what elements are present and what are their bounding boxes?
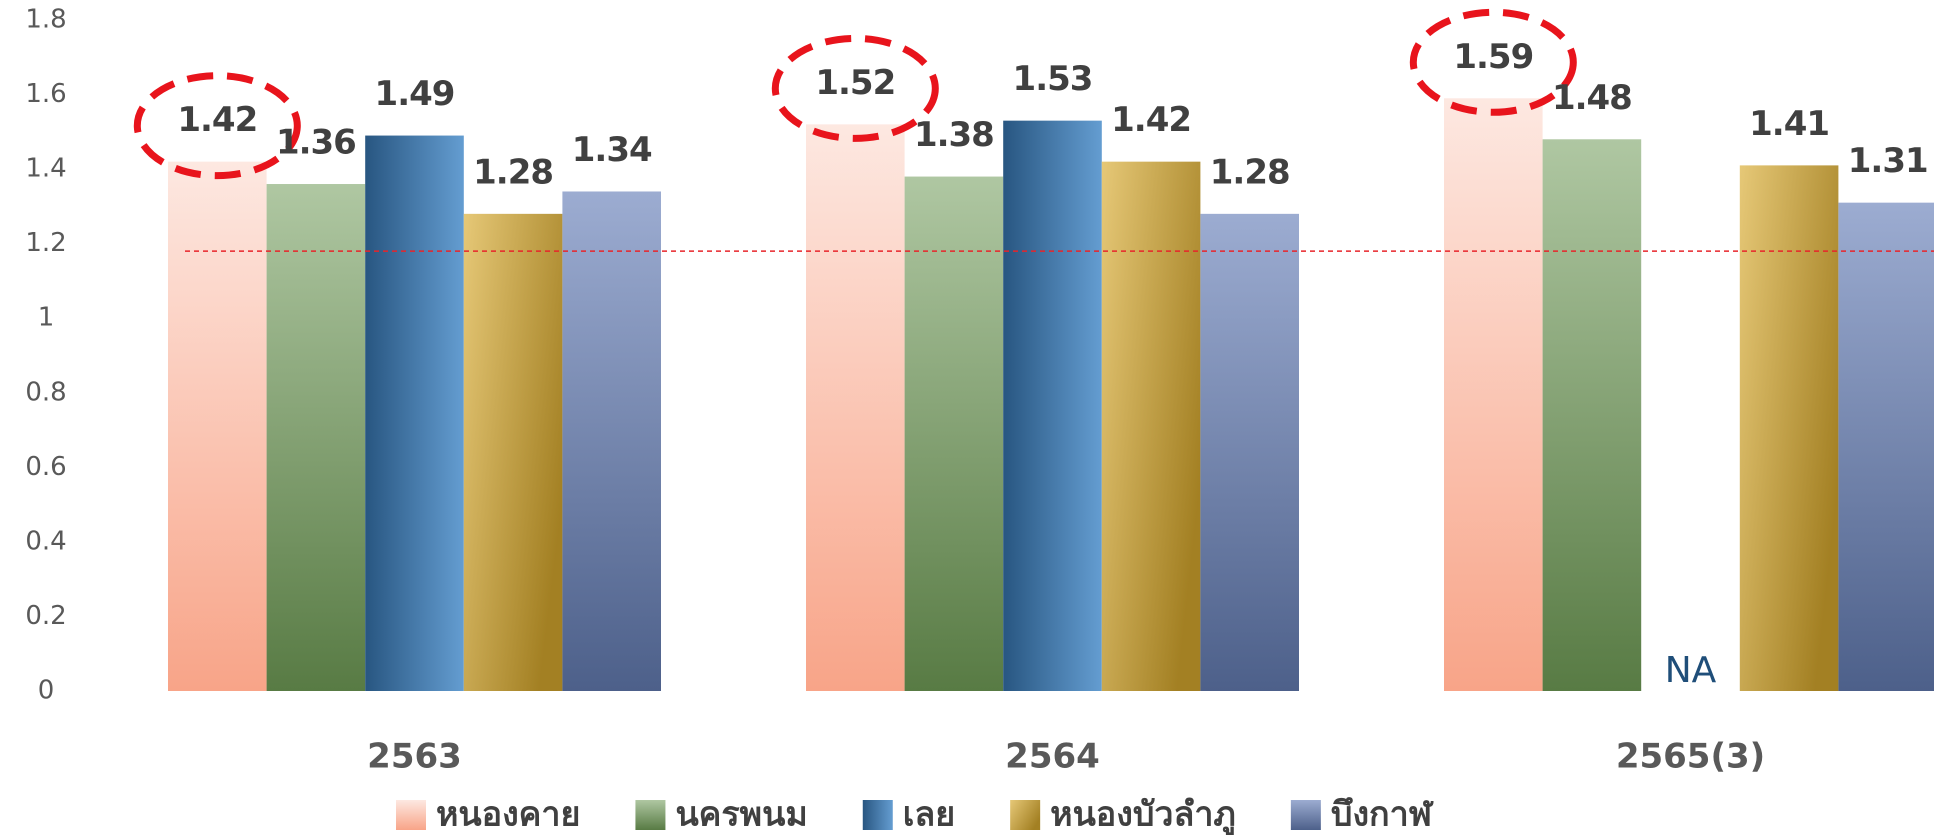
bar: [1101, 161, 1201, 692]
value-label: 1.53: [1013, 59, 1093, 99]
y-tick-label: 1.2: [25, 228, 66, 258]
value-label: 1.42: [177, 100, 257, 140]
bar: [463, 213, 563, 691]
legend-label: บึงกาฬ: [1331, 795, 1434, 835]
bar: [1542, 139, 1642, 692]
bar: [562, 191, 661, 691]
legend-label: เลย: [903, 795, 955, 835]
bar: [365, 135, 464, 692]
y-tick-label: 1.4: [25, 154, 66, 184]
y-tick-label: 1.6: [25, 79, 66, 109]
value-label: 1.36: [276, 123, 356, 163]
legend-label: หนองคาย: [436, 795, 580, 835]
legend-swatch: [862, 800, 893, 830]
value-label: 1.59: [1453, 37, 1533, 77]
value-label: 1.49: [375, 74, 455, 114]
highlight-circle: [771, 34, 939, 142]
y-tick-label: 0.6: [25, 452, 66, 482]
highlight-circle: [1409, 8, 1577, 116]
legend-swatch: [635, 800, 666, 830]
na-label: NA: [1665, 650, 1717, 691]
legend-swatch: [396, 800, 426, 830]
bar: [266, 184, 366, 691]
legend-swatch: [1010, 800, 1041, 830]
value-label: 1.38: [914, 115, 994, 155]
bar: [904, 176, 1004, 692]
value-label: 1.28: [473, 152, 553, 192]
value-label: 1.41: [1749, 104, 1829, 144]
value-label: 1.31: [1848, 141, 1928, 181]
bar: [1838, 202, 1934, 691]
bar: [168, 161, 267, 692]
y-tick-label: 0.2: [25, 601, 66, 631]
x-tick-label: 2564: [1005, 737, 1100, 777]
legend-swatch: [1290, 800, 1321, 830]
value-label: 1.34: [572, 130, 652, 170]
highlight-circle: [133, 72, 301, 180]
y-tick-label: 0: [38, 676, 55, 706]
legend-label: หนองบัวลำภู: [1050, 795, 1236, 836]
value-label: 1.48: [1552, 78, 1632, 118]
y-tick-label: 0.4: [25, 526, 66, 556]
bar: [1444, 98, 1543, 692]
y-tick-label: 1: [38, 303, 55, 333]
value-label: 1.52: [815, 63, 895, 103]
bar: [1003, 120, 1102, 691]
value-label: 1.28: [1210, 152, 1290, 192]
bar: [1200, 213, 1299, 691]
legend-label: นครพนม: [675, 795, 807, 835]
y-tick-label: 1.8: [25, 5, 66, 35]
x-tick-label: 2565(3): [1616, 737, 1765, 777]
bar: [806, 124, 905, 691]
x-tick-label: 2563: [367, 737, 462, 777]
bar: [1739, 165, 1839, 692]
value-label: 1.42: [1111, 100, 1191, 140]
y-tick-label: 0.8: [25, 377, 66, 407]
